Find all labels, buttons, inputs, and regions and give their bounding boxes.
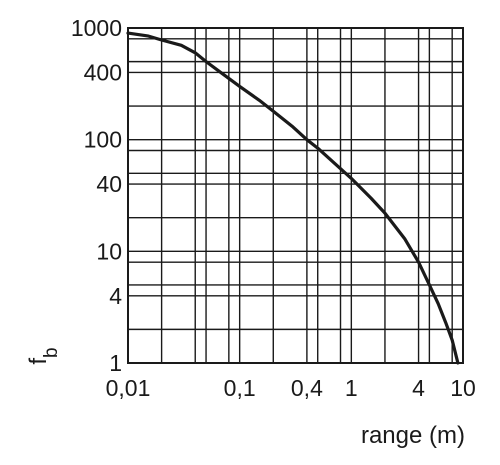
y-tick-label-1: 4 — [109, 283, 122, 309]
x-tick-label-0: 0,01 — [106, 375, 151, 401]
x-tick-label-4: 4 — [412, 375, 425, 401]
x-tick-labels: 0,01 0,1 0,4 1 4 10 — [106, 375, 476, 401]
y-tick-label-3: 40 — [96, 171, 122, 197]
y-axis-label-sub: b — [41, 347, 62, 358]
plot-frame — [127, 27, 464, 364]
x-axis-label: range (m) — [361, 422, 465, 449]
y-tick-label-4: 100 — [84, 127, 122, 153]
x-tick-label-3: 1 — [345, 375, 358, 401]
x-tick-label-2: 0,4 — [291, 375, 323, 401]
y-tick-label-0: 1 — [109, 350, 122, 376]
x-tick-label-1: 0,1 — [224, 375, 256, 401]
x-tick-label-5: 10 — [450, 375, 476, 401]
y-tick-label-6: 1000 — [71, 15, 122, 41]
y-tick-label-5: 400 — [84, 59, 122, 85]
y-tick-label-2: 10 — [96, 238, 122, 264]
y-axis-label-main: f — [25, 358, 52, 365]
series-line — [126, 31, 460, 365]
x-gridlines — [127, 28, 464, 363]
y-tick-labels: 1 4 10 40 100 400 1000 — [71, 15, 122, 376]
y-gridlines — [128, 27, 463, 364]
y-axis-label: fb — [25, 347, 62, 364]
